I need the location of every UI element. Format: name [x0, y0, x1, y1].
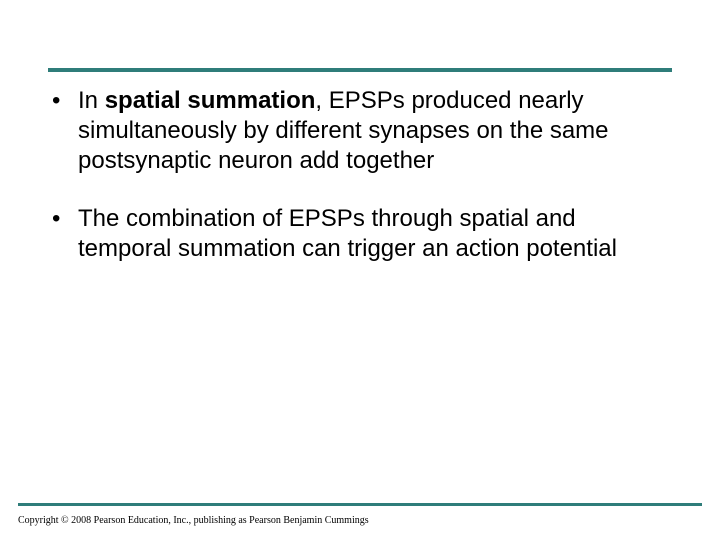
top-divider [48, 68, 672, 72]
list-item: In spatial summation, EPSPs produced nea… [48, 86, 672, 176]
bullet1-bold-term: spatial summation [105, 87, 316, 114]
bottom-divider [18, 503, 702, 506]
copyright-text: Copyright © 2008 Pearson Education, Inc.… [18, 515, 369, 526]
slide-body: In spatial summation, EPSPs produced nea… [48, 86, 672, 292]
bullet2-text: The combination of EPSPs through spatial… [78, 205, 617, 262]
bullet1-prefix: In [78, 87, 105, 114]
list-item: The combination of EPSPs through spatial… [48, 204, 672, 264]
slide: In spatial summation, EPSPs produced nea… [0, 0, 720, 540]
bullet-list: In spatial summation, EPSPs produced nea… [48, 86, 672, 264]
